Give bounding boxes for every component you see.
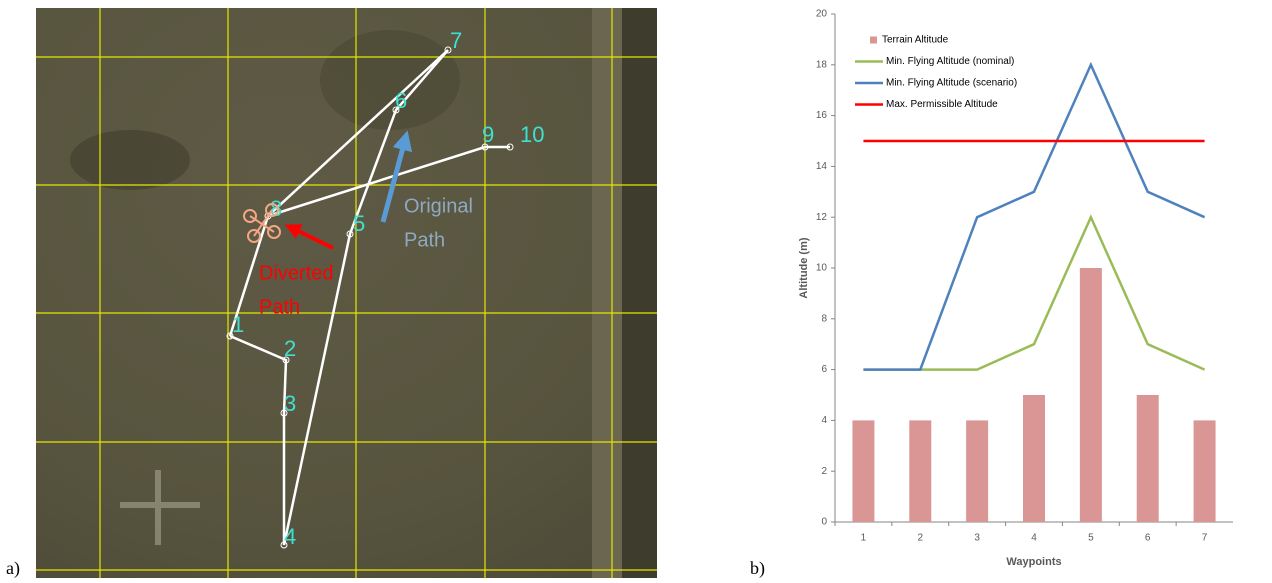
y-tick-label: 16 (816, 110, 828, 121)
legend-label: Terrain Altitude (882, 35, 949, 46)
x-axis-title: Waypoints (1006, 556, 1061, 568)
panel-label: b) (750, 558, 765, 579)
y-axis-title: Altitude (m) (798, 237, 810, 298)
y-tick-label: 0 (821, 517, 827, 528)
waypoint-label: 3 (284, 391, 296, 416)
waypoint-label: 1 (232, 312, 244, 337)
figure: 12345678910 Original Path Diverted Path … (0, 0, 1272, 583)
annotation: Path (259, 296, 300, 318)
map-panel: 1 2 3 4 5 6 7 8 9 10 Original Path Diverted Path (36, 8, 657, 578)
y-tick-label: 18 (816, 59, 828, 70)
waypoint-label: 8 (270, 196, 282, 221)
waypoint-label: 4 (284, 524, 296, 549)
x-tick-label: 7 (1202, 533, 1208, 544)
x-tick-label: 6 (1145, 533, 1151, 544)
x-tick-label: 1 (861, 533, 867, 544)
legend-label: Min. Flying Altitude (scenario) (886, 78, 1017, 89)
y-tick-label: 14 (816, 161, 828, 172)
waypoint-label: 6 (395, 88, 407, 113)
waypoint-label: 5 (353, 211, 365, 236)
x-tick-label: 4 (1031, 533, 1037, 544)
bar (1194, 420, 1216, 522)
annotation: Diverted (259, 262, 333, 284)
waypoint-label: 7 (450, 28, 462, 53)
annotation: Original (404, 195, 473, 217)
waypoint-label: 10 (520, 122, 544, 147)
waypoint-label: 2 (284, 336, 296, 361)
y-tick-label: 12 (816, 212, 828, 223)
line (863, 217, 1204, 369)
page: {"map": {"waypoint_labels": ["1", "2", "… (0, 0, 1272, 583)
panel-label: a) (6, 558, 20, 579)
y-tick-label: 20 (816, 9, 828, 20)
y-tick-label: 2 (821, 466, 827, 477)
waypoint-label: 9 (482, 122, 494, 147)
bar (1137, 395, 1159, 522)
terrain (70, 130, 190, 190)
annotation: Path (404, 229, 445, 251)
y-tick-label: 8 (821, 313, 827, 324)
terrain (320, 30, 460, 130)
bar (852, 420, 874, 522)
road (592, 8, 622, 578)
x-tick-label: 3 (974, 533, 980, 544)
legend-label: Min. Flying Altitude (nominal) (886, 56, 1014, 67)
legend-swatch (870, 37, 877, 44)
y-tick-label: 10 (816, 263, 828, 274)
legend-label: Max. Permissible Altitude (886, 99, 998, 110)
chart: Altitude (m) Waypoints 02468101214161820… (798, 9, 1233, 568)
y-tick-label: 6 (821, 364, 827, 375)
x-tick-label: 5 (1088, 533, 1094, 544)
bar (909, 420, 931, 522)
bar (1080, 268, 1102, 522)
field-edge (622, 8, 657, 578)
x-tick-label: 2 (918, 533, 924, 544)
bar (966, 420, 988, 522)
bar (1023, 395, 1045, 522)
line (863, 65, 1204, 370)
y-tick-label: 4 (821, 415, 827, 426)
